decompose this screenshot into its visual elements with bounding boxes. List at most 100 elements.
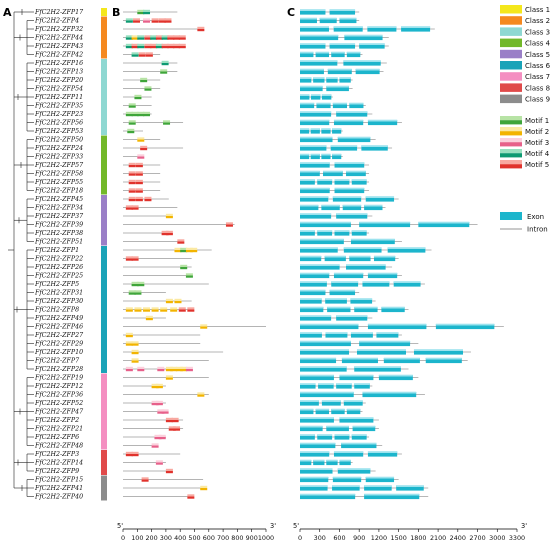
exon-box [300,43,326,49]
motif-box [141,477,149,480]
motif-box [143,18,151,21]
exon-highlight [323,170,343,173]
exon-highlight [343,247,382,249]
legend-motif-label: Motif 4 [525,150,550,158]
exon-highlight [300,289,326,292]
exon-highlight [342,204,362,207]
exon-box [367,26,397,32]
exon-box [332,102,348,109]
motif-box [158,18,166,21]
gene-label: FfC2H2-ZFP35 [34,103,83,110]
legend-class-swatch [500,49,522,59]
motif-box-lower [135,173,143,176]
motif-box [151,383,159,386]
motif-box-lower [161,411,169,414]
gene-axis-tick-label: 1500 [391,534,407,542]
motif-box-lower [161,46,169,49]
exon-box [329,289,356,296]
exon-highlight [300,68,324,71]
legend-class-label: Class 3 [525,28,550,36]
gene-label: FfC2H2-ZFP21 [34,426,83,433]
exon-highlight [310,153,320,156]
motif-box [157,409,165,412]
motif-box [128,196,136,199]
exon-highlight [300,85,323,88]
motif-axis-tick-label: 400 [174,534,186,542]
exon-box [300,383,316,389]
gene-label: FfC2H2-ZFP25 [34,273,83,280]
gene-axis-tick-label: 3300 [509,534,525,542]
exon-box [362,391,417,398]
motif-box [131,111,139,114]
legend-motif-swatch [500,160,522,165]
exon-highlight [349,102,364,105]
exon-box [321,128,331,134]
exon-box [300,357,337,364]
exon-highlight [321,94,332,96]
motif-box [185,273,193,276]
motif-box-lower [155,462,163,465]
legend-motif-label: Motif 3 [525,139,549,147]
motif-axis-tick-label: 700 [217,534,229,542]
exon-highlight [300,94,310,96]
motif-box [131,35,139,38]
motif-axis-tick-label: 900 [246,534,258,542]
class-bar [101,195,107,246]
gene-label: FfC2H2-ZFP13 [34,69,83,76]
exon-box [321,204,340,211]
motif-box-lower [125,309,133,312]
exon-highlight [300,9,326,11]
exon-highlight [300,468,333,470]
exon-box [325,332,348,338]
motif-box-lower [125,207,133,210]
motif-box-lower [197,29,205,32]
motif-box-lower [137,37,145,40]
motif-box-lower [143,114,151,117]
exon-highlight [333,26,363,28]
motif-box-lower [143,20,151,23]
exon-box [378,374,413,381]
exon-box [418,221,470,228]
exon-highlight [334,179,350,181]
motif-box [137,366,145,369]
motif-box [125,341,133,344]
motif-box [125,35,133,38]
motif-box [158,434,166,437]
motif-box [173,426,181,429]
exon-highlight [327,68,352,71]
exon-highlight [300,272,330,275]
exon-highlight [300,230,315,232]
gene-axis-tick-label: 3000 [489,534,505,542]
exon-box [332,128,342,134]
exon-box [367,119,398,126]
motif-box [180,264,188,267]
gene-label: FfC2H2-ZFP27 [34,332,83,339]
exon-highlight [346,170,366,173]
exon-highlight [339,459,351,462]
exon-box [325,298,347,304]
motif-box [138,52,146,55]
motif-box [154,434,162,437]
exon-highlight [339,374,374,377]
motif-box-lower [134,292,142,295]
motif-box-lower [131,454,139,457]
motif-box-lower [128,122,136,125]
motif-box-lower [135,182,143,185]
gene-label: FfC2H2-ZFP55 [34,179,83,186]
exon-box [326,425,349,432]
motif-box [131,256,139,259]
exon-highlight [326,459,338,462]
motif-box [197,26,205,29]
exon-highlight [334,230,350,232]
exon-highlight [300,391,354,394]
exon-highlight [300,459,312,462]
motif-box-lower [143,12,151,15]
exon-box [300,187,330,194]
gene-label: FfC2H2-ZFP23 [34,111,83,118]
exon-box [300,51,314,58]
legend-motif-label: Motif 5 [525,161,549,169]
exon-highlight [354,306,378,309]
exon-highlight [300,442,336,445]
exon-box [330,145,358,151]
exon-highlight [350,238,395,241]
